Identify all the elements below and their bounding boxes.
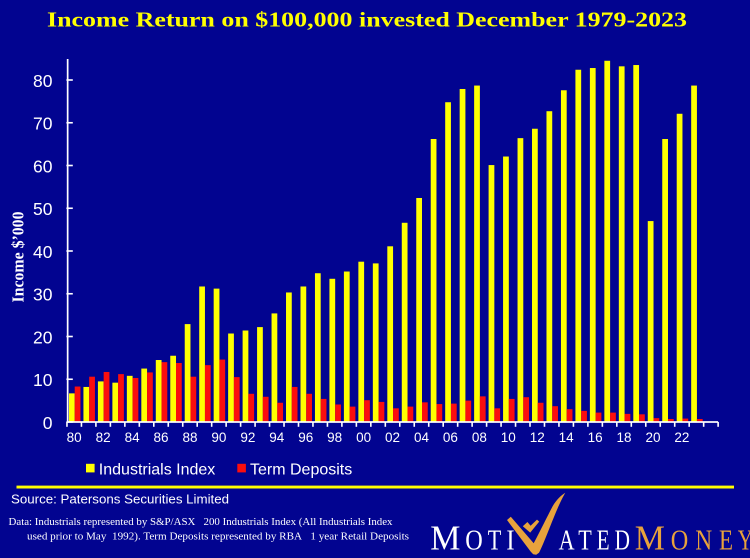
svg-text:98: 98 <box>327 430 342 445</box>
svg-text:88: 88 <box>182 430 197 445</box>
svg-text:0: 0 <box>43 413 53 433</box>
svg-text:used prior to May 1992). Term: used prior to May 1992). Term Deposits r… <box>27 531 409 543</box>
svg-text:96: 96 <box>298 430 313 445</box>
svg-text:O: O <box>465 523 482 555</box>
svg-text:84: 84 <box>125 430 141 445</box>
svg-text:Data: Industrials represented: Data: Industrials represented by S&P/ASX… <box>9 516 393 528</box>
svg-text:16: 16 <box>588 430 603 445</box>
svg-text:12: 12 <box>530 430 545 445</box>
svg-text:20: 20 <box>33 327 53 347</box>
svg-text:T: T <box>488 526 502 556</box>
svg-text:50: 50 <box>33 199 53 219</box>
svg-text:Source: Patersons Securities L: Source: Patersons Securities Limited <box>11 492 229 507</box>
svg-text:82: 82 <box>96 430 111 445</box>
svg-text:A: A <box>559 523 575 556</box>
svg-text:10: 10 <box>33 370 53 390</box>
svg-text:08: 08 <box>472 430 487 445</box>
svg-text:86: 86 <box>154 430 169 445</box>
svg-text:E: E <box>597 526 610 556</box>
svg-text:D: D <box>615 526 630 556</box>
svg-text:Industrials Index: Industrials Index <box>99 462 216 479</box>
svg-text:00: 00 <box>356 430 371 445</box>
svg-text:Income $’000: Income $’000 <box>9 212 28 303</box>
svg-text:30: 30 <box>33 285 53 305</box>
svg-text:06: 06 <box>443 430 458 445</box>
svg-text:M: M <box>635 519 665 558</box>
svg-text:40: 40 <box>33 242 53 262</box>
svg-text:92: 92 <box>240 430 255 445</box>
svg-text:N: N <box>695 524 712 556</box>
svg-text:Term Deposits: Term Deposits <box>250 462 352 479</box>
svg-text:60: 60 <box>33 156 53 176</box>
svg-text:02: 02 <box>385 430 400 445</box>
svg-text:I: I <box>506 525 514 556</box>
svg-text:20: 20 <box>645 430 660 445</box>
svg-text:04: 04 <box>414 430 430 445</box>
svg-text:Income Return on $100,000 inve: Income Return on $100,000 invested Decem… <box>47 8 687 32</box>
svg-text:Y: Y <box>738 526 750 557</box>
svg-text:18: 18 <box>617 430 632 445</box>
svg-text:T: T <box>578 526 592 556</box>
svg-text:94: 94 <box>269 430 285 445</box>
svg-text:70: 70 <box>33 114 53 134</box>
svg-text:90: 90 <box>211 430 226 445</box>
svg-text:22: 22 <box>674 430 689 445</box>
svg-text:M: M <box>430 519 460 558</box>
svg-text:10: 10 <box>501 430 516 445</box>
svg-text:O: O <box>671 523 688 555</box>
svg-text:80: 80 <box>67 430 82 445</box>
svg-text:14: 14 <box>559 430 575 445</box>
svg-text:E: E <box>719 524 733 556</box>
svg-text:80: 80 <box>33 71 53 91</box>
